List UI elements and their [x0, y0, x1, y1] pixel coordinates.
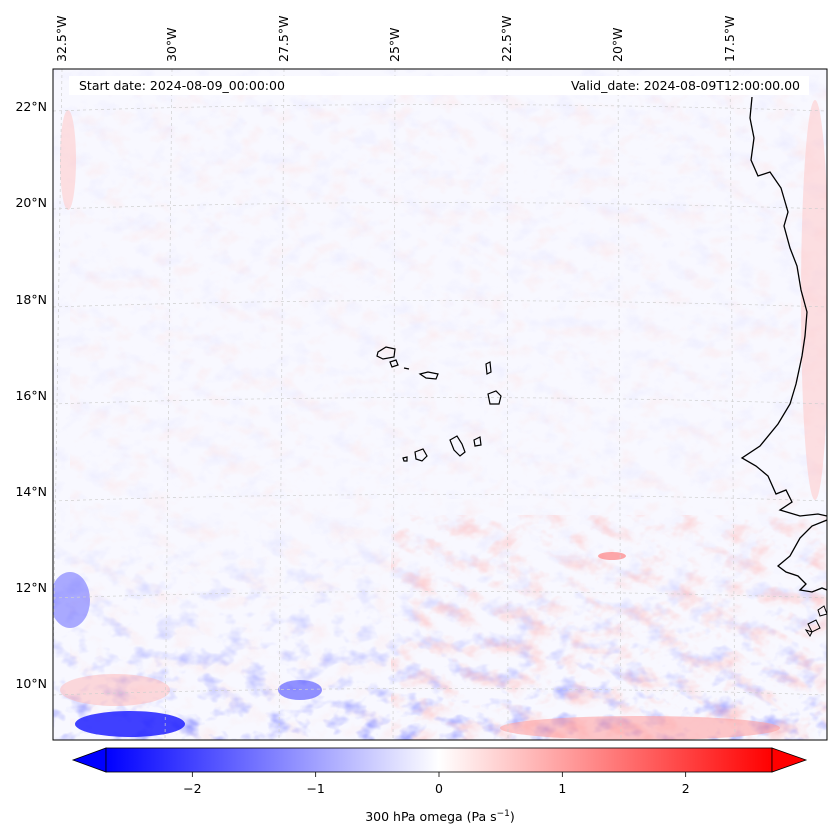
cape-verde-islands [376, 346, 502, 462]
lat-label: 20°N [15, 195, 47, 210]
bissagos-islands [804, 605, 827, 637]
lon-label: 17.5°W [722, 16, 737, 62]
colorbar-tick-label: 0 [435, 781, 443, 796]
ascent-blob [278, 680, 322, 700]
colorbar-extend-min [71, 747, 107, 773]
colorbar-tick-label: 2 [682, 781, 690, 796]
island-sao-vicente [389, 359, 399, 368]
colorbar-label-end: ) [510, 809, 515, 824]
lon-labels: 32.5°W 30°W 27.5°W 25°W 22.5°W 20°W 17.5… [54, 16, 737, 62]
lat-label: 12°N [15, 580, 47, 595]
ascent-southwest [53, 572, 90, 628]
subsidence-southwest [60, 674, 170, 706]
lat-label: 16°N [15, 388, 47, 403]
colorbar-body [105, 747, 773, 773]
island-maio [473, 436, 482, 447]
subsidence-southeast [500, 716, 780, 740]
colorbar-tick-label: −2 [183, 781, 201, 796]
island-brava [402, 456, 408, 462]
lon-label: 20°W [610, 27, 625, 62]
subsidence-dot [598, 552, 626, 560]
colorbar: −2 −1 0 1 2 300 hPa omega (Pa s−1) [71, 747, 808, 824]
island-sao-nicolau [418, 371, 439, 380]
subsidence-east-coast [801, 100, 827, 500]
omega-field-south-red [391, 515, 827, 740]
lat-label: 14°N [15, 484, 47, 499]
colorbar-ticks: −2 −1 0 1 2 [183, 772, 690, 796]
strong-ascent-south [75, 711, 185, 737]
colorbar-label-sup: −1 [497, 809, 510, 819]
lon-label: 32.5°W [54, 16, 69, 62]
valid-date-label: Valid_date: 2024-08-09T12:00:00.00 [571, 78, 800, 93]
gridlines [53, 69, 827, 740]
africa-coastline [740, 96, 827, 593]
lon-label: 22.5°W [499, 16, 514, 62]
colorbar-label: 300 hPa omega (Pa s−1) [365, 809, 515, 824]
lon-label: 30°W [164, 27, 179, 62]
lat-label: 10°N [15, 676, 47, 691]
colorbar-label-main: 300 hPa omega (Pa s [365, 809, 496, 824]
map-panel: Start date: 2024-08-09_00:00:00 Valid_da… [53, 69, 827, 740]
colorbar-extend-max [771, 747, 808, 773]
lon-label: 27.5°W [276, 16, 291, 62]
map-frame [52, 68, 828, 741]
lat-labels: 22°N 20°N 18°N 16°N 14°N 12°N 10°N [15, 99, 47, 691]
island-fogo [414, 448, 428, 462]
island-santa-luzia [403, 367, 410, 370]
colorbar-tick-label: 1 [558, 781, 566, 796]
start-date-label: Start date: 2024-08-09_00:00:00 [79, 78, 285, 93]
header-background [69, 76, 809, 95]
colorbar-tick-label: −1 [306, 781, 324, 796]
subsidence-west-edge [60, 110, 76, 210]
lat-label: 22°N [15, 99, 47, 114]
lat-label: 18°N [15, 292, 47, 307]
island-boa-vista [487, 390, 502, 405]
island-santiago [449, 435, 466, 457]
island-santo-antao [376, 346, 396, 360]
island-sal [485, 361, 492, 375]
lon-label: 25°W [387, 27, 402, 62]
